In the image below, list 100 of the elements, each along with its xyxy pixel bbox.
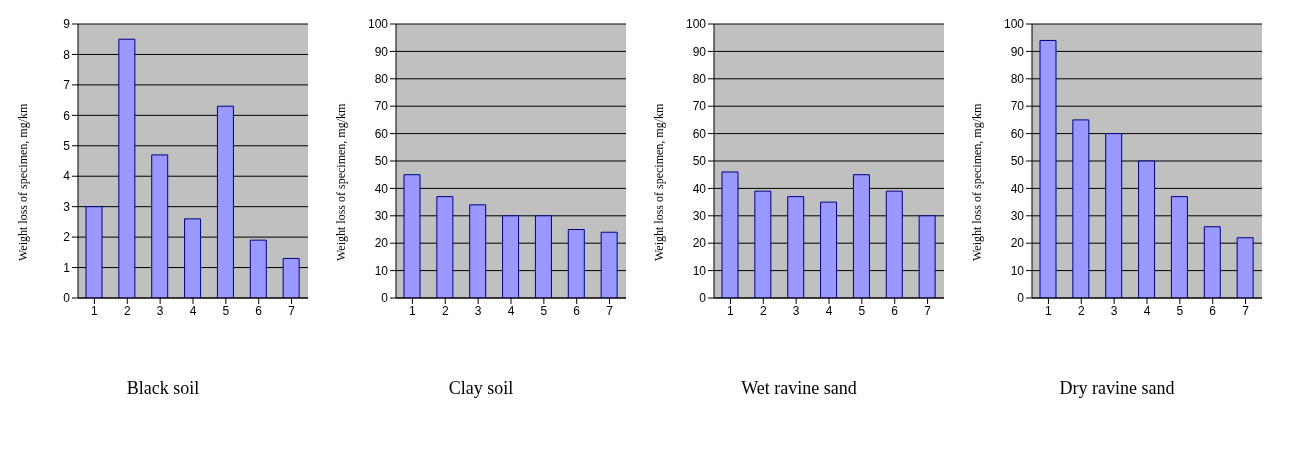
bar — [820, 201, 838, 298]
y-tick-label: 70 — [374, 99, 389, 114]
y-tick-label: 6 — [63, 108, 71, 123]
x-tick-label: 7 — [1242, 303, 1250, 318]
bar — [118, 38, 136, 298]
bar — [1203, 226, 1221, 298]
x-tick-label: 1 — [91, 303, 99, 318]
x-tick-label: 3 — [792, 303, 800, 318]
y-tick-label: 10 — [374, 263, 389, 278]
x-tick-label: 6 — [891, 303, 899, 318]
bar — [787, 196, 805, 298]
bar — [567, 229, 585, 298]
y-tick-label: 20 — [374, 236, 389, 251]
y-tick-label: 9 — [63, 17, 71, 32]
bar — [885, 190, 903, 298]
y-tick-label: 60 — [374, 126, 389, 141]
bar — [600, 231, 618, 298]
y-tick-label: 7 — [63, 78, 71, 93]
x-tick-label: 7 — [924, 303, 932, 318]
bar — [85, 206, 103, 298]
bar — [469, 204, 487, 298]
text: Wet ravine sand — [740, 378, 858, 399]
y-tick-label: 0 — [63, 291, 71, 306]
x-tick-label: 7 — [606, 303, 614, 318]
y-axis-title: Weight loss of specimen, mg/km — [16, 102, 31, 261]
y-tick-label: 1 — [63, 260, 71, 275]
y-tick-label: 50 — [692, 154, 707, 169]
text: Black soil — [125, 378, 201, 399]
bar — [1236, 237, 1254, 298]
bar — [1170, 196, 1188, 298]
y-tick-label: 2 — [63, 230, 71, 245]
y-tick-label: 100 — [1003, 17, 1025, 32]
bar — [534, 215, 552, 298]
y-tick-label: 60 — [1010, 126, 1025, 141]
x-tick-label: 7 — [288, 303, 296, 318]
x-tick-label: 4 — [825, 303, 833, 318]
x-tick-label: 2 — [759, 303, 767, 318]
bar — [403, 174, 421, 298]
y-axis-title: Weight loss of specimen, mg/km — [652, 102, 667, 261]
y-tick-label: 20 — [692, 236, 707, 251]
bar — [1072, 119, 1090, 298]
x-tick-label: 1 — [1045, 303, 1053, 318]
bar — [184, 218, 202, 298]
bar — [918, 215, 936, 298]
bar — [436, 196, 454, 298]
text: Dry ravine sand — [1058, 378, 1176, 399]
bar — [1039, 39, 1057, 298]
bar — [249, 239, 267, 298]
x-tick-label: 3 — [474, 303, 482, 318]
y-tick-label: 80 — [1010, 72, 1025, 87]
bar — [852, 174, 870, 298]
bar — [282, 257, 300, 298]
x-tick-label: 6 — [255, 303, 263, 318]
y-tick-label: 100 — [367, 17, 389, 32]
x-tick-label: 4 — [189, 303, 197, 318]
x-tick-label: 5 — [858, 303, 866, 318]
bar — [502, 215, 520, 298]
bar — [151, 154, 169, 298]
bar — [1138, 160, 1156, 298]
x-tick-label: 2 — [1077, 303, 1085, 318]
x-tick-label: 2 — [123, 303, 131, 318]
y-tick-label: 30 — [374, 209, 389, 224]
y-tick-label: 80 — [692, 72, 707, 87]
y-tick-label: 40 — [1010, 181, 1025, 196]
y-tick-label: 3 — [63, 199, 71, 214]
y-tick-label: 90 — [374, 44, 389, 59]
y-tick-label: 10 — [692, 263, 707, 278]
text: Clay soil — [447, 378, 515, 399]
y-tick-label: 4 — [63, 169, 71, 184]
y-tick-label: 60 — [692, 126, 707, 141]
y-tick-label: 10 — [1010, 263, 1025, 278]
bar — [216, 105, 234, 298]
bar — [1105, 133, 1123, 298]
x-tick-label: 1 — [727, 303, 735, 318]
x-tick-label: 4 — [507, 303, 515, 318]
y-tick-label: 70 — [692, 99, 707, 114]
x-tick-label: 6 — [573, 303, 581, 318]
y-tick-label: 30 — [692, 209, 707, 224]
x-tick-label: 3 — [156, 303, 164, 318]
y-tick-label: 0 — [699, 291, 707, 306]
y-tick-label: 90 — [1010, 44, 1025, 59]
y-tick-label: 0 — [381, 291, 389, 306]
y-tick-label: 30 — [1010, 209, 1025, 224]
y-tick-label: 8 — [63, 47, 71, 62]
y-tick-label: 40 — [692, 181, 707, 196]
y-tick-label: 70 — [1010, 99, 1025, 114]
x-tick-label: 2 — [441, 303, 449, 318]
x-tick-label: 6 — [1209, 303, 1217, 318]
bar — [721, 171, 739, 298]
x-tick-label: 4 — [1143, 303, 1151, 318]
x-tick-label: 5 — [222, 303, 230, 318]
y-axis-title: Weight loss of specimen, mg/km — [334, 102, 349, 261]
y-tick-label: 0 — [1017, 291, 1025, 306]
y-tick-label: 50 — [374, 154, 389, 169]
x-tick-label: 3 — [1110, 303, 1118, 318]
y-tick-label: 100 — [685, 17, 707, 32]
y-tick-label: 5 — [63, 139, 71, 154]
y-tick-label: 50 — [1010, 154, 1025, 169]
x-tick-label: 5 — [1176, 303, 1184, 318]
y-tick-label: 80 — [374, 72, 389, 87]
